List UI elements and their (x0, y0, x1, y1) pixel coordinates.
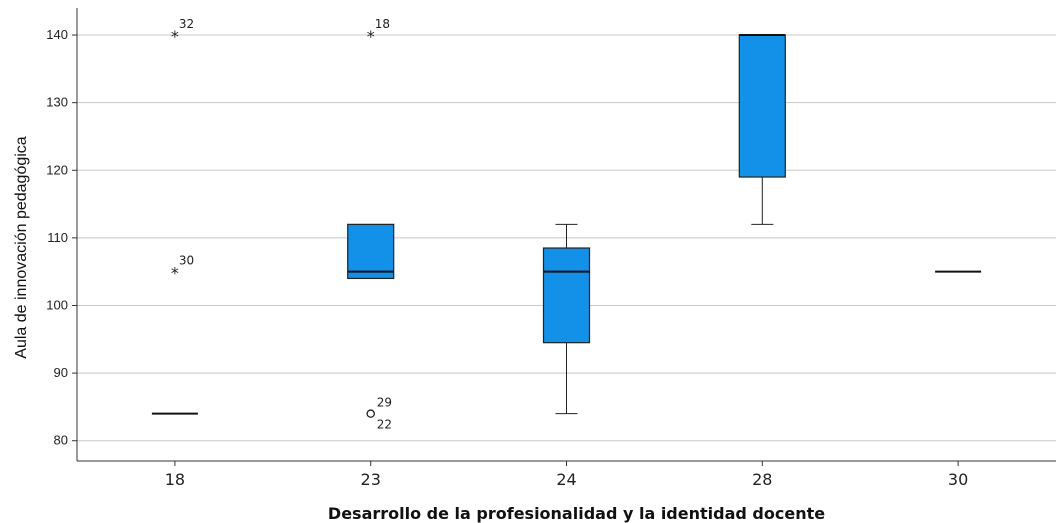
box-iqr (347, 223, 395, 280)
x-tick-label: 28 (752, 470, 772, 489)
y-tick-labels: 80 90 100 110 120 130 140 (46, 27, 77, 448)
outlier-star: * (367, 27, 375, 46)
x-tick-label: 24 (556, 470, 576, 489)
boxes (151, 34, 982, 415)
x-axis-title: Desarrollo de la profesionalidad y la id… (328, 504, 825, 523)
x-tick-label: 23 (361, 470, 381, 489)
outlier-label: 29 (377, 396, 392, 410)
y-tick-label: 130 (46, 95, 68, 110)
y-tick-label: 140 (46, 27, 68, 42)
outlier-label: 30 (179, 254, 194, 268)
y-tick-label: 80 (54, 433, 68, 448)
y-axis-title: Aula de innovación pedagógica (13, 136, 30, 359)
outlier-star: * (171, 264, 179, 283)
y-tick-label: 120 (46, 162, 68, 177)
outlier-label: 22 (377, 418, 392, 432)
box-23 (347, 223, 395, 280)
y-tick-label: 100 (46, 297, 68, 312)
box-28 (738, 34, 786, 225)
box-iqr (542, 247, 591, 344)
box-24 (542, 223, 591, 415)
y-tick-label: 110 (47, 230, 68, 245)
outlier-label: 32 (179, 17, 194, 31)
x-tick-label: 18 (165, 470, 185, 489)
x-tick-labels: 18 23 24 28 30 (165, 461, 968, 489)
outlier-label: 18 (375, 17, 390, 31)
outlier-star: * (171, 27, 179, 46)
outlier-circle (366, 409, 375, 418)
box-iqr (738, 34, 786, 178)
y-tick-label: 90 (54, 365, 68, 380)
x-tick-label: 30 (948, 470, 968, 489)
